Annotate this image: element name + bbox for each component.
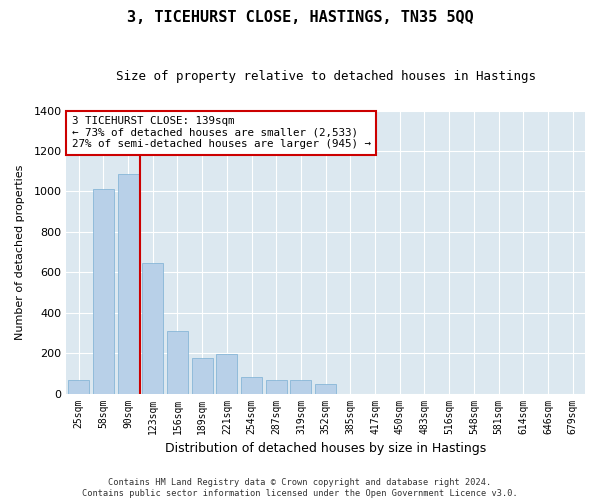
Bar [290, 380, 311, 394]
Bar [191, 358, 212, 394]
Bar [315, 384, 336, 394]
Bar [266, 380, 287, 394]
Title: Size of property relative to detached houses in Hastings: Size of property relative to detached ho… [116, 70, 536, 83]
Bar [118, 174, 139, 394]
Bar [68, 380, 89, 394]
Bar [217, 354, 238, 394]
Bar [241, 378, 262, 394]
Text: 3, TICEHURST CLOSE, HASTINGS, TN35 5QQ: 3, TICEHURST CLOSE, HASTINGS, TN35 5QQ [127, 10, 473, 25]
X-axis label: Distribution of detached houses by size in Hastings: Distribution of detached houses by size … [165, 442, 486, 455]
Bar [93, 190, 114, 394]
Text: 3 TICEHURST CLOSE: 139sqm
← 73% of detached houses are smaller (2,533)
27% of se: 3 TICEHURST CLOSE: 139sqm ← 73% of detac… [71, 116, 371, 150]
Bar [167, 331, 188, 394]
Bar [142, 263, 163, 394]
Y-axis label: Number of detached properties: Number of detached properties [15, 164, 25, 340]
Text: Contains HM Land Registry data © Crown copyright and database right 2024.
Contai: Contains HM Land Registry data © Crown c… [82, 478, 518, 498]
